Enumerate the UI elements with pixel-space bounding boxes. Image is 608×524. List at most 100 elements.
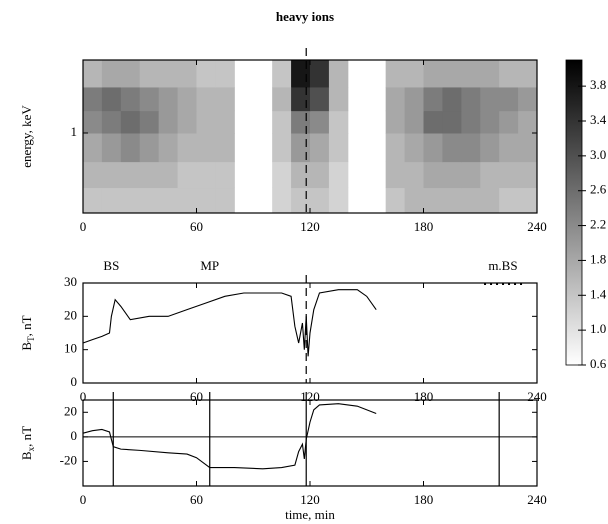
colorbar-tick-label: 1.8 (590, 251, 606, 266)
annotation: MP (200, 258, 219, 273)
heatmap-cell (310, 110, 330, 134)
heatmap-cell (272, 187, 292, 214)
heatmap-cell (385, 132, 406, 163)
heatmap-cell (461, 110, 481, 134)
heatmap-cell (404, 132, 424, 163)
heatmap-cell (83, 86, 103, 112)
x-tick-label: 0 (80, 219, 87, 234)
heatmap-cell (480, 132, 500, 163)
heatmap-cell (196, 60, 216, 88)
heatmap-cell (442, 86, 462, 112)
heatmap-cell (83, 161, 103, 189)
heatmap-cell (196, 132, 216, 163)
x-tick-label: 60 (190, 219, 203, 234)
heatmap-cell (480, 161, 500, 189)
data-line (82, 289, 377, 357)
heatmap-cell (423, 60, 443, 88)
heatmap-cell (442, 110, 462, 134)
heatmap-cell (101, 161, 122, 189)
heatmap-cell (139, 110, 160, 134)
colorbar-tick-label: 2.6 (590, 182, 607, 197)
x-tick-label: 0 (80, 389, 87, 404)
colorbar-tick-label: 1.0 (590, 321, 606, 336)
heatmap-cell (385, 187, 406, 214)
heatmap-cell (291, 132, 311, 163)
colorbar-tick-label: 0.6 (590, 356, 607, 371)
heatmap-cell (404, 161, 424, 189)
heatmap-cell (177, 187, 197, 214)
heatmap-cell (215, 60, 235, 88)
heatmap-cell (101, 110, 122, 134)
heatmap-cell (158, 110, 179, 134)
heatmap-cell (120, 60, 141, 88)
heatmap-cell (404, 187, 424, 214)
data-line (82, 403, 377, 470)
heatmap-cell (83, 110, 103, 134)
heatmap-cell (196, 161, 216, 189)
heatmap-cell (196, 110, 216, 134)
heatmap-cell (461, 132, 481, 163)
heatmap-cell (310, 161, 330, 189)
heatmap-cell (499, 161, 519, 189)
y-axis-label-rest: , nT (19, 426, 34, 447)
y-tick-label: 30 (64, 274, 77, 289)
heatmap-cell (499, 132, 519, 163)
heatmap-cell (177, 161, 197, 189)
heatmap-cell (499, 60, 519, 88)
heatmap-cell (404, 86, 424, 112)
y-axis-label-sub: x (26, 446, 36, 451)
heatmap-cell (518, 60, 538, 88)
heatmap-cell (423, 86, 443, 112)
heatmap-cell (423, 161, 443, 189)
heatmap-cell (499, 187, 519, 214)
y-axis-label-rest: , nT (19, 315, 34, 336)
x-tick-label: 120 (300, 219, 320, 234)
heatmap-cell (272, 161, 292, 189)
heatmap-cell (480, 86, 500, 112)
x-tick-label: 240 (527, 219, 547, 234)
heatmap-cell (328, 60, 349, 88)
annotation: m.BS (488, 258, 517, 273)
y-axis-label-text: B (19, 342, 34, 351)
colorbar (565, 59, 583, 366)
heatmap-cell (328, 161, 349, 189)
heatmap-cell (83, 132, 103, 163)
heatmap-cell (215, 86, 235, 112)
heatmap-cell (310, 60, 330, 88)
heatmap-cell (518, 161, 538, 189)
y-tick-label: 0 (71, 374, 78, 389)
y-tick-label: 1 (71, 124, 78, 139)
heatmap-cell (328, 132, 349, 163)
y-axis-label-sub: T (26, 336, 36, 342)
heatmap-cell (461, 161, 481, 189)
plot-frame (82, 399, 538, 487)
heatmap-cell (461, 187, 481, 214)
x-tick-label: 60 (190, 492, 203, 507)
annotation: BS (103, 258, 119, 273)
heatmap-cell (120, 110, 141, 134)
heatmap-cell (272, 86, 292, 112)
y-tick-label: -20 (60, 452, 77, 467)
heatmap-cell (423, 110, 443, 134)
heatmap-cell (442, 60, 462, 88)
heatmap-cell (442, 161, 462, 189)
heatmap-cell (310, 86, 330, 112)
colorbar-tick-label: 3.0 (590, 147, 606, 162)
heatmap-cell (291, 110, 311, 134)
heatmap-cell (101, 132, 122, 163)
y-axis-label: Bx, nT (19, 426, 36, 460)
y-tick-label: 20 (64, 307, 77, 322)
heatmap-cell (120, 161, 141, 189)
heatmap-cell (272, 110, 292, 134)
heatmap-cell (499, 110, 519, 134)
heatmap-cell (120, 187, 141, 214)
heatmap-cell (291, 86, 311, 112)
heatmap-cell (480, 110, 500, 134)
heatmap-cell (139, 161, 160, 189)
colorbar-tick-label: 3.8 (590, 77, 606, 92)
x-tick-label: 180 (414, 492, 434, 507)
y-tick-label: 20 (64, 403, 77, 418)
heatmap-cell (385, 60, 406, 88)
heatmap-cell (385, 86, 406, 112)
heatmap-cell (177, 110, 197, 134)
